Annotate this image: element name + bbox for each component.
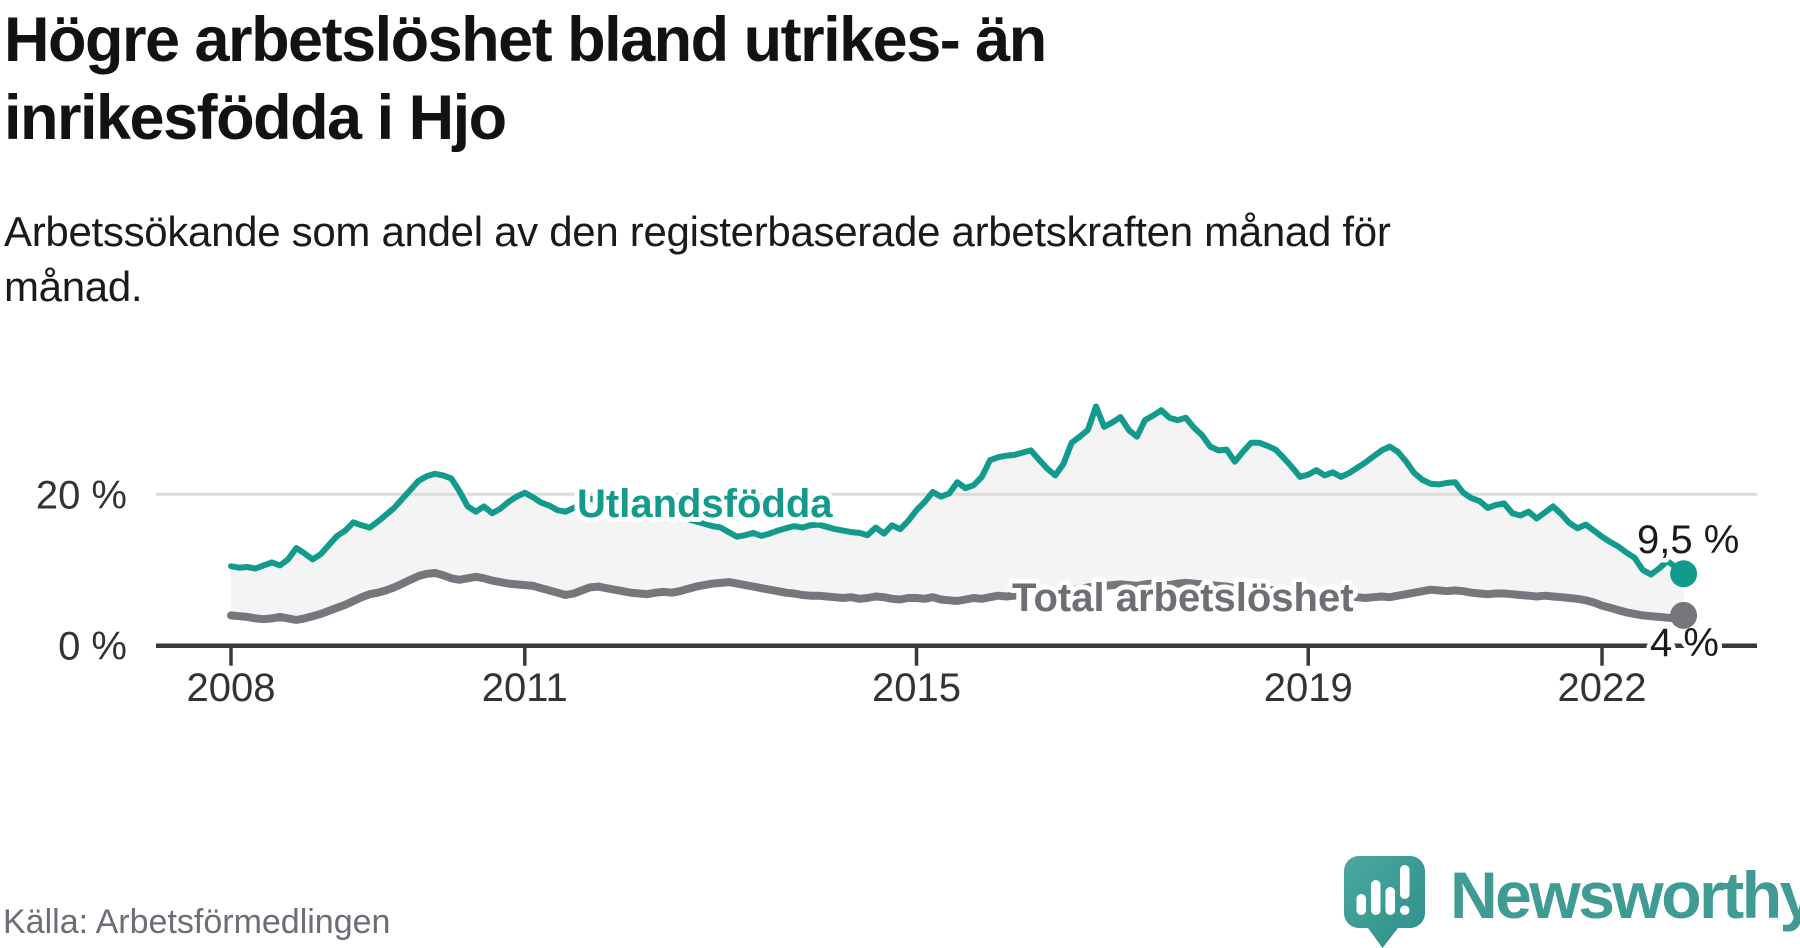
area-between-series xyxy=(231,406,1684,620)
y-tick-label-0: 0 % xyxy=(58,625,127,669)
x-tick-label-2022: 2022 xyxy=(1558,666,1647,710)
chart-subtitle: Arbetssökande som andel av den registerb… xyxy=(4,208,1391,311)
y-tick-label-20: 20 % xyxy=(36,473,127,517)
x-tick-label-2008: 2008 xyxy=(187,666,276,710)
series-label-total: Total arbetslöshet xyxy=(1012,576,1354,620)
newsworthy-wordmark: Newsworthy xyxy=(1450,858,1800,932)
x-tick-label-2011: 2011 xyxy=(482,666,568,710)
x-tick-label-2015: 2015 xyxy=(872,666,961,710)
x-tick-label-2019: 2019 xyxy=(1264,666,1353,710)
newsworthy-logo: Newsworthy xyxy=(1344,856,1800,948)
end-dot-utlandsfodda xyxy=(1670,560,1698,588)
series-total-line xyxy=(227,569,1688,624)
series-utlandsfodda-line xyxy=(228,403,1687,578)
source-note: Källa: Arbetsförmedlingen xyxy=(3,903,391,941)
end-value-label-utlandsfodda: 9,5 % xyxy=(1637,518,1739,562)
page-title: Högre arbetslöshet bland utrikes- än inr… xyxy=(4,5,1047,153)
newsworthy-chart-bubble-icon xyxy=(1344,856,1425,948)
series-label-utlandsfodda: Utlandsfödda xyxy=(577,482,833,526)
end-dot-total xyxy=(1670,601,1698,629)
